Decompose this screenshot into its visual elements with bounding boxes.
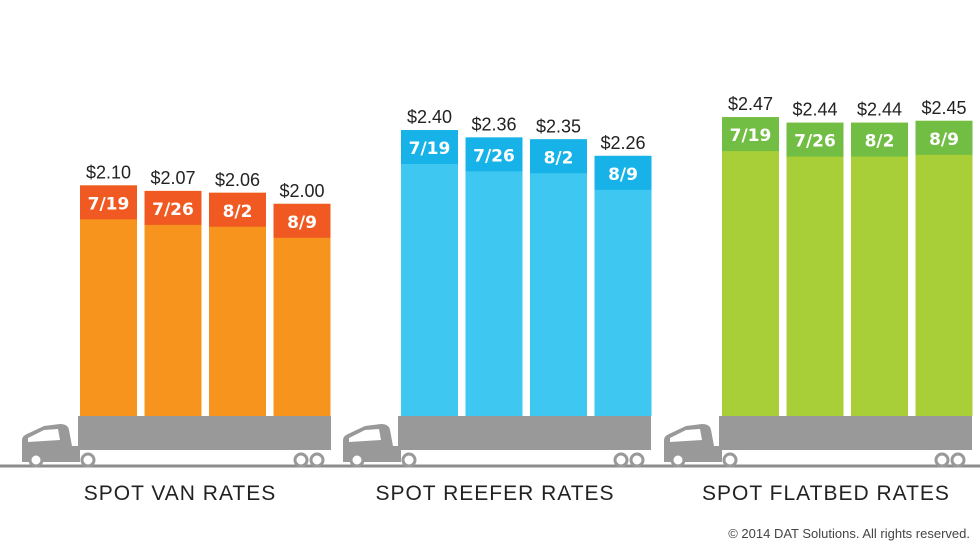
bar	[915, 120, 973, 417]
trailer-body	[78, 416, 331, 450]
bar-value-label: $2.26	[600, 133, 645, 153]
bar-date-band	[144, 190, 202, 225]
bar-date-label: 8/9	[287, 213, 317, 233]
bar-date-band	[209, 192, 266, 227]
bar-date-label: 8/2	[544, 148, 574, 168]
bar	[530, 139, 587, 416]
bar-group: 7/19 $2.10 7/26 $2.07 8/2 $2.06 8/9 $2.00 SPOT V…	[22, 162, 331, 505]
copyright-notice: © 2014 DAT Solutions. All rights reserve…	[728, 526, 970, 541]
truck-cab-icon	[664, 424, 738, 468]
trailer-wheel	[629, 452, 645, 468]
bar-group: 7/19 $2.40 7/26 $2.36 8/2 $2.35 8/9 $2.26 SPOT R…	[343, 107, 652, 505]
bar	[594, 155, 652, 417]
bar-value-label: $2.00	[279, 181, 324, 201]
bar-value-label: $2.07	[150, 168, 195, 188]
bar-value-label: $2.47	[728, 94, 773, 114]
bar-date-label: 8/9	[608, 165, 638, 185]
bar-date-label: 7/26	[152, 200, 194, 220]
bar	[851, 122, 908, 417]
group-title: SPOT FLATBED RATES	[702, 482, 950, 505]
group-title: SPOT REEFER RATES	[375, 482, 614, 505]
trailer-wheel	[309, 452, 325, 468]
trailer-wheel	[293, 452, 309, 468]
bar-value-label: $2.44	[792, 100, 837, 120]
bar-value-label: $2.35	[536, 116, 581, 136]
bar-date-band	[465, 137, 523, 172]
bar-date-band	[273, 203, 331, 238]
bar-date-label: 7/19	[88, 194, 130, 214]
bar-date-label: 7/26	[794, 132, 836, 152]
bar-date-label: 7/26	[473, 146, 515, 166]
trailer-body	[398, 416, 651, 450]
bar	[144, 190, 202, 416]
bar-date-label: 8/9	[929, 130, 959, 150]
bar-date-band	[401, 130, 458, 165]
bar	[722, 117, 779, 417]
truck-cab-icon	[22, 424, 96, 468]
bar-value-label: $2.06	[215, 170, 260, 190]
bar-date-band	[851, 122, 908, 157]
bar-date-band	[722, 117, 779, 152]
bar-date-band	[915, 120, 973, 155]
bar	[273, 203, 331, 416]
group-title: SPOT VAN RATES	[84, 482, 277, 505]
bar-date-label: 7/19	[409, 139, 451, 159]
bar-date-band	[594, 155, 652, 190]
trailer-wheel	[950, 452, 966, 468]
bar-group: 7/19 $2.47 7/26 $2.44 8/2 $2.44 8/9 $2.45 SPOT F…	[664, 94, 973, 505]
bar	[786, 122, 844, 417]
bar-date-band	[80, 185, 137, 220]
bar-date-band	[530, 139, 587, 174]
bar-date-label: 7/19	[730, 126, 772, 146]
bar	[80, 185, 137, 416]
bar	[401, 130, 458, 416]
bar-date-label: 8/2	[865, 132, 895, 152]
trailer-wheel	[934, 452, 950, 468]
trailer-body	[719, 416, 972, 450]
bar	[209, 192, 266, 416]
bar-date-label: 8/2	[223, 202, 253, 222]
bar-date-band	[786, 122, 844, 157]
truck-cab-icon	[343, 424, 417, 468]
bar-value-label: $2.40	[407, 107, 452, 127]
bar-value-label: $2.44	[857, 100, 902, 120]
bar-value-label: $2.45	[921, 98, 966, 118]
bar-groups: 7/19 $2.10 7/26 $2.07 8/2 $2.06 8/9 $2.00 SPOT V…	[22, 94, 973, 505]
bar-value-label: $2.36	[471, 114, 516, 134]
bar	[465, 137, 523, 416]
bar-value-label: $2.10	[86, 162, 131, 182]
trailer-wheel	[613, 452, 629, 468]
